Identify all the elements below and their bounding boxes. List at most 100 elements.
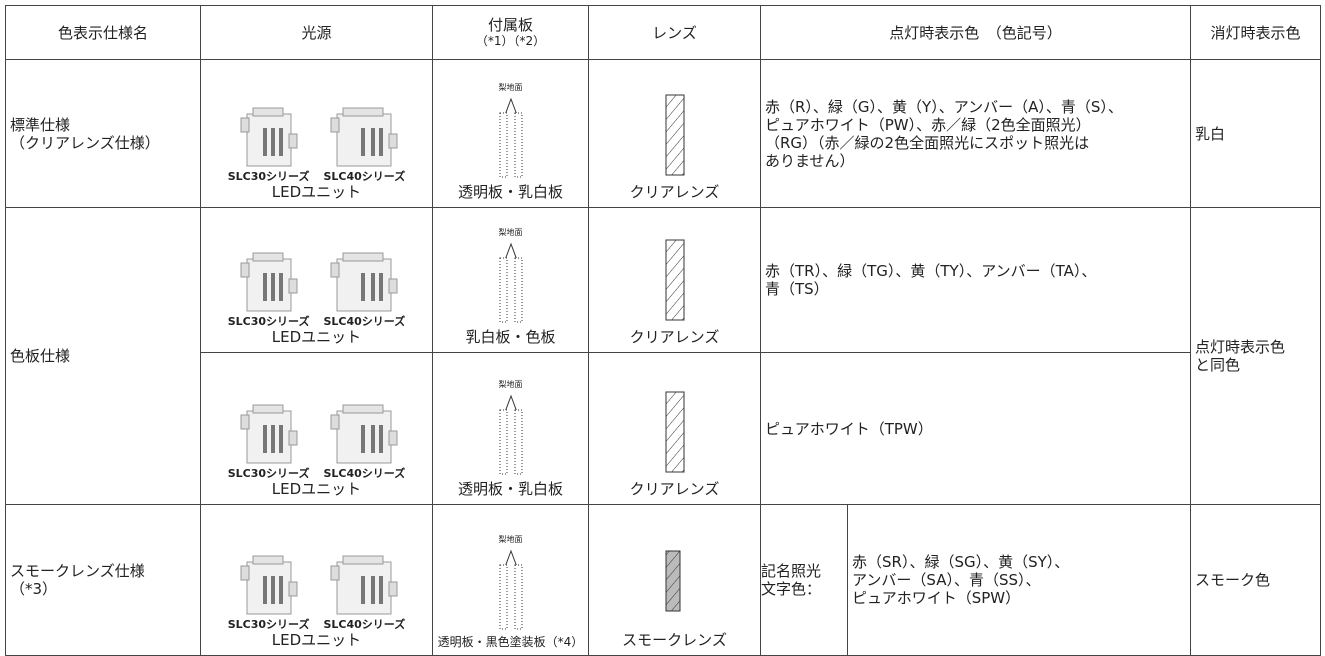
unit-tab <box>330 565 340 581</box>
source-label: LEDユニット <box>271 328 362 346</box>
lens-icon <box>665 94 684 176</box>
unit-slot <box>379 575 384 604</box>
lens-hatch <box>665 551 680 611</box>
source-units: SLC30シリーズ SLC40シリーズ <box>205 552 428 631</box>
off-cell: 点灯時表示色 と同色 <box>1190 207 1321 505</box>
plate-right <box>514 112 522 178</box>
unit-top <box>252 107 284 117</box>
header-row: 色表示仕様名 光源 付属板 （*1）（*2） レンズ 点灯時表示色 （色記号） 消… <box>5 5 1321 60</box>
unit-tab <box>288 133 298 149</box>
table-row: スモークレンズ仕様 （*3） SLC30シリーズ SLC40シリーズ LEDユニッ… <box>5 504 1321 656</box>
off-cell: 乳白 <box>1190 59 1321 208</box>
source-label: LEDユニット <box>271 183 362 201</box>
model-label: SLC30シリーズ <box>227 169 310 183</box>
model-label: SLC40シリーズ <box>323 314 406 328</box>
surface-label: 梨地面 <box>498 380 523 390</box>
led-unit-icon <box>330 555 398 615</box>
header-cell: 色表示仕様名 <box>5 5 201 60</box>
spec-table: 色表示仕様名 光源 付属板 （*1）（*2） レンズ 点灯時表示色 （色記号） 消… <box>5 5 1321 656</box>
plate-cell: 梨地面 乳白板・色板 <box>432 207 589 353</box>
led-unit-icon <box>240 555 298 615</box>
plate-left <box>499 257 507 323</box>
unit-slot <box>278 272 283 301</box>
plate-arrow <box>504 394 517 413</box>
unit-top <box>342 107 384 117</box>
led-unit-icon <box>240 404 298 464</box>
unit-slot <box>262 127 267 156</box>
colors-text: 赤（SR）、緑（SG）、黄（SY）、 アンバー（SA）、青（SS）、 ピュアホワ… <box>852 553 1070 607</box>
lens-cell: クリアレンズ <box>588 207 761 353</box>
header-cell: 消灯時表示色 <box>1190 5 1321 60</box>
lens-hatch <box>665 95 684 175</box>
plate-arrow <box>504 549 517 567</box>
unit-tab <box>240 117 250 133</box>
colors-cell: 赤（R）、緑（G）、黄（Y）、アンバー（A）、青（S）、 ピュアホワイト（PW）… <box>760 59 1191 208</box>
lens-hatch <box>665 392 684 472</box>
unit-tab <box>288 581 298 597</box>
plate-arrow <box>504 242 517 261</box>
plate-left <box>499 112 507 178</box>
colors-label: 記名照光 文字色： <box>757 505 848 655</box>
unit-tab <box>330 117 340 133</box>
lens-cell: クリアレンズ <box>588 352 761 505</box>
unit-slot <box>262 424 267 453</box>
unit-slot <box>361 575 366 604</box>
unit-top <box>342 404 384 414</box>
unit-tab <box>288 278 298 294</box>
unit-slot <box>262 575 267 604</box>
unit-slot <box>371 127 376 156</box>
model-label: SLC30シリーズ <box>227 617 310 631</box>
unit-slot <box>270 127 275 156</box>
unit: SLC30シリーズ <box>228 552 310 631</box>
unit-body <box>246 410 292 464</box>
lens-label: クリアレンズ <box>629 183 720 201</box>
lens-icon <box>665 550 680 612</box>
unit-tab <box>240 262 250 278</box>
plate-left <box>499 409 507 475</box>
unit-slot <box>361 127 366 156</box>
spec-cell: 標準仕様 （クリアレンズ仕様） <box>5 59 201 208</box>
model-label: SLC30シリーズ <box>227 466 310 480</box>
plate-cell: 梨地面 透明板・乳白板 <box>432 352 589 505</box>
led-unit-icon <box>240 252 298 312</box>
table-body: 標準仕様 （クリアレンズ仕様） SLC30シリーズ SLC40シリーズ LEDユニ… <box>5 59 1321 656</box>
plate-label: 透明板・乳白板 <box>457 183 563 201</box>
plate-icon <box>499 97 522 178</box>
source-cell: SLC30シリーズ SLC40シリーズ LEDユニット <box>200 207 433 353</box>
lens-icon <box>665 239 684 321</box>
surface-label: 梨地面 <box>498 83 523 93</box>
header-cell: 付属板 （*1）（*2） <box>432 5 589 60</box>
source-units: SLC30シリーズ SLC40シリーズ <box>205 249 428 328</box>
plate-cell: 梨地面 透明板・黒色塗装板（*4） <box>432 504 589 656</box>
unit-slot <box>379 127 384 156</box>
unit-slot <box>278 575 283 604</box>
model-label: SLC40シリーズ <box>323 169 406 183</box>
colors-cell: 記名照光 文字色： 赤（SR）、緑（SG）、黄（SY）、 アンバー（SA）、青（S… <box>760 504 1191 656</box>
table-row: SLC30シリーズ SLC40シリーズ LEDユニット 梨地面 透明板・乳白板 クリ… <box>6 352 1321 505</box>
lens-label: クリアレンズ <box>629 328 720 346</box>
unit-slot <box>278 424 283 453</box>
led-unit-icon <box>330 404 398 464</box>
lens-icon <box>665 391 684 473</box>
unit-tab <box>330 262 340 278</box>
unit-tab <box>388 278 398 294</box>
source-units: SLC30シリーズ SLC40シリーズ <box>205 104 428 183</box>
led-unit-icon <box>330 252 398 312</box>
unit-tab <box>240 414 250 430</box>
lens-cell: クリアレンズ <box>588 59 761 208</box>
unit-slot <box>379 424 384 453</box>
source-units: SLC30シリーズ SLC40シリーズ <box>205 401 428 480</box>
lens-label: クリアレンズ <box>629 480 720 498</box>
spec-cell: スモークレンズ仕様 （*3） <box>5 504 201 656</box>
colors-cell: ピュアホワイト（TPW） <box>760 352 1191 505</box>
plate-icon <box>499 549 522 630</box>
unit-top <box>252 252 284 262</box>
unit-body <box>246 113 292 167</box>
surface-label: 梨地面 <box>498 535 523 545</box>
lens-label: スモークレンズ <box>622 631 727 649</box>
source-cell: SLC30シリーズ SLC40シリーズ LEDユニット <box>200 59 433 208</box>
header-note: （*1）（*2） <box>475 34 546 49</box>
unit-body <box>246 561 292 615</box>
